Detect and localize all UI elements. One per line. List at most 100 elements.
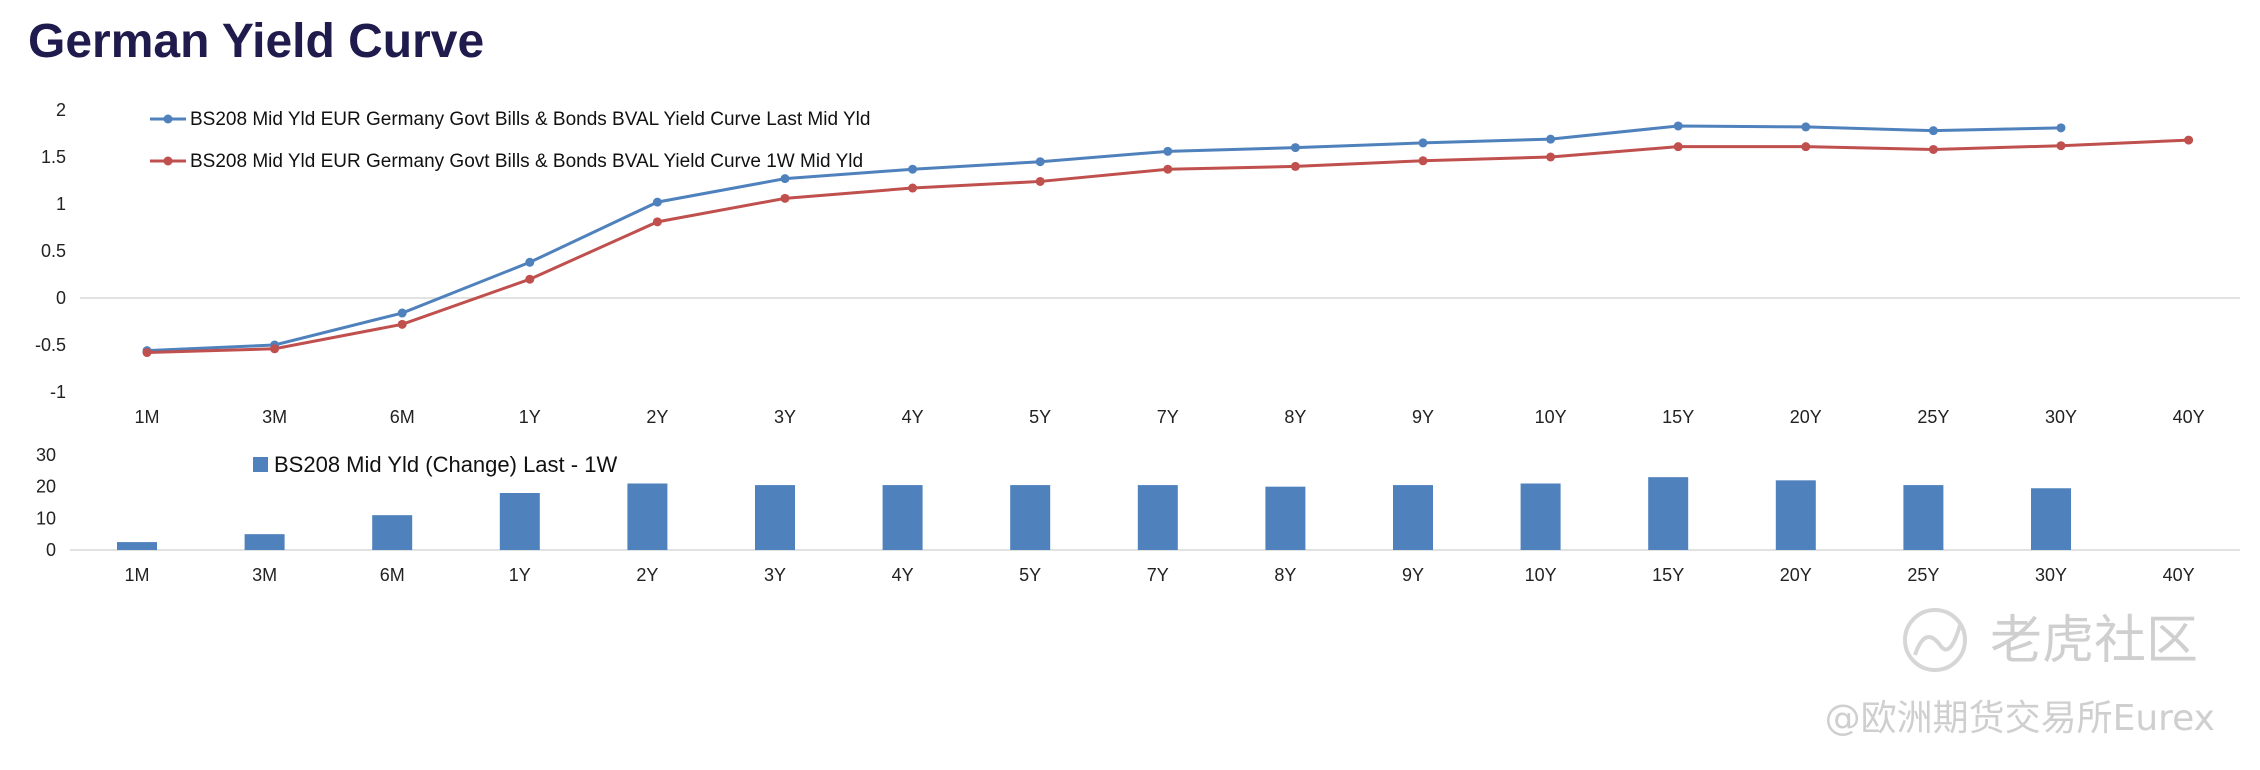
series-point <box>142 348 152 358</box>
series-point <box>652 197 662 207</box>
bar-x-tick-label: 25Y <box>1907 565 1939 585</box>
series-point <box>1673 121 1683 131</box>
bar <box>1648 477 1689 550</box>
x-tick-label: 15Y <box>1662 407 1694 427</box>
bar <box>1393 485 1433 550</box>
bar-x-tick-label: 8Y <box>1274 565 1296 585</box>
series-point <box>1163 146 1173 156</box>
series-point <box>1801 122 1811 132</box>
legend-marker <box>163 156 173 166</box>
bar-x-tick-label: 1Y <box>509 565 531 585</box>
x-tick-label: 8Y <box>1284 407 1306 427</box>
x-tick-label: 3M <box>262 407 287 427</box>
series-point <box>1163 164 1173 174</box>
bar <box>1265 486 1306 550</box>
bar-x-tick-label: 1M <box>124 565 149 585</box>
y-tick-label: 2 <box>56 100 66 120</box>
bar <box>1137 485 1178 550</box>
bar <box>372 515 413 550</box>
x-tick-label: 2Y <box>646 407 668 427</box>
x-tick-label: 25Y <box>1917 407 1949 427</box>
series-point <box>397 308 407 318</box>
bar-x-tick-label: 3M <box>252 565 277 585</box>
series-point <box>908 183 918 193</box>
series-point <box>1928 126 1938 136</box>
watermark-handle: @欧洲期货交易所Eurex <box>1825 698 2215 739</box>
y-tick-label: 1 <box>56 194 66 214</box>
bar <box>2031 488 2071 550</box>
series-point <box>1418 138 1428 148</box>
bar <box>499 493 540 550</box>
x-tick-label: 5Y <box>1029 407 1051 427</box>
x-tick-label: 4Y <box>902 407 924 427</box>
x-tick-label: 20Y <box>1790 407 1822 427</box>
bar-x-tick-label: 20Y <box>1780 565 1812 585</box>
x-tick-label: 7Y <box>1157 407 1179 427</box>
bar-x-tick-label: 9Y <box>1402 565 1424 585</box>
bar-x-tick-label: 2Y <box>636 565 658 585</box>
x-tick-label: 40Y <box>2173 407 2205 427</box>
y-tick-label: -0.5 <box>35 335 66 355</box>
watermark-brand: 老虎社区 <box>1990 611 2198 671</box>
legend-label: BS208 Mid Yld EUR Germany Govt Bills & B… <box>190 109 870 130</box>
series-point <box>780 174 790 184</box>
series-point <box>652 217 662 227</box>
bar-x-tick-label: 6M <box>380 565 405 585</box>
series-point <box>1801 142 1811 152</box>
x-tick-label: 1Y <box>519 407 541 427</box>
bar <box>117 542 157 550</box>
bar <box>1903 485 1944 550</box>
series-point <box>525 274 535 284</box>
legend-marker <box>163 114 173 124</box>
x-tick-label: 9Y <box>1412 407 1434 427</box>
y-tick-label: -1 <box>50 382 66 402</box>
bar <box>244 534 285 550</box>
watermark-swirl <box>1913 624 1962 656</box>
series-point <box>1290 143 1300 153</box>
series-point <box>2056 141 2066 151</box>
series-point <box>1546 152 1556 162</box>
watermark-logo <box>1903 608 1967 672</box>
watermark-logo-icon <box>1903 608 1967 672</box>
series-point <box>525 257 535 267</box>
x-tick-label: 30Y <box>2045 407 2077 427</box>
series-line-1 <box>146 124 2062 353</box>
series-point <box>1035 176 1045 186</box>
bar <box>1010 485 1051 550</box>
bar-y-tick-label: 30 <box>36 445 56 465</box>
bar-x-tick-label: 4Y <box>892 565 914 585</box>
series-point <box>1546 134 1556 144</box>
bar <box>882 485 923 550</box>
bar-x-tick-label: 7Y <box>1147 565 1169 585</box>
legend-label: BS208 Mid Yld EUR Germany Govt Bills & B… <box>190 151 863 172</box>
series-point <box>1290 161 1300 171</box>
y-tick-label: 1.5 <box>41 147 66 167</box>
x-tick-label: 1M <box>134 407 159 427</box>
bar-y-tick-label: 10 <box>36 508 56 528</box>
series-point <box>2184 135 2194 145</box>
bar <box>1775 480 1816 550</box>
bar-x-tick-label: 3Y <box>764 565 786 585</box>
bar-legend-marker <box>253 457 268 472</box>
page-title: German Yield Curve <box>28 15 485 68</box>
bar-y-tick-label: 20 <box>36 477 56 497</box>
bar-x-tick-label: 10Y <box>1525 565 1557 585</box>
series-point <box>780 193 790 203</box>
bar-x-tick-label: 40Y <box>2163 565 2195 585</box>
bar-y-tick-label: 0 <box>46 540 56 560</box>
bar <box>1520 483 1561 550</box>
series-point <box>270 344 280 354</box>
x-tick-label: 6M <box>390 407 415 427</box>
bar <box>627 483 668 550</box>
series-point <box>1673 142 1683 152</box>
bar-x-tick-label: 30Y <box>2035 565 2067 585</box>
series-point <box>397 319 407 329</box>
series-point <box>2056 123 2066 133</box>
series-point <box>908 164 918 174</box>
bar-x-tick-label: 15Y <box>1652 565 1684 585</box>
series-point <box>1418 156 1428 166</box>
x-tick-label: 3Y <box>774 407 796 427</box>
bar-x-tick-label: 5Y <box>1019 565 1041 585</box>
bar <box>755 485 795 550</box>
